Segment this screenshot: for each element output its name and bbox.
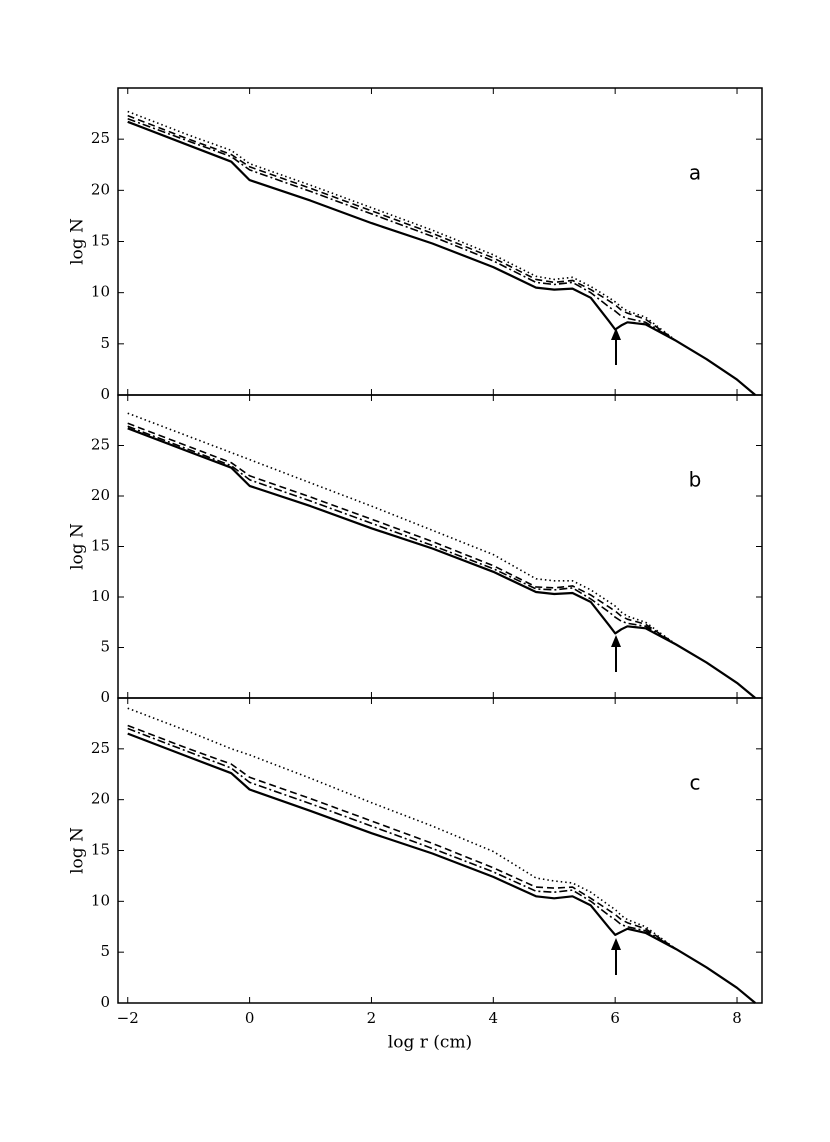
arrow-head [611, 635, 621, 647]
panel-label: c [690, 771, 701, 795]
arrow-head [611, 328, 621, 340]
y-axis-label: log N [68, 218, 88, 265]
y-tick-label: 5 [100, 638, 110, 656]
series-line [127, 117, 677, 342]
y-tick-label: 10 [91, 283, 110, 301]
series-line [127, 724, 677, 950]
y-tick-label: 20 [91, 486, 110, 504]
y-tick-label: 20 [91, 180, 110, 198]
panel-label: b [689, 468, 702, 492]
y-tick-label: 25 [91, 436, 110, 454]
y-tick-label: 10 [91, 587, 110, 605]
x-tick-label: 2 [367, 1009, 377, 1027]
y-tick-label: 15 [91, 841, 110, 859]
y-tick-label: 5 [100, 942, 110, 960]
series-line [127, 727, 677, 950]
y-tick-label: 25 [91, 129, 110, 147]
y-axis-label: log N [68, 523, 88, 570]
y-tick-label: 20 [91, 790, 110, 808]
y-tick-label: 0 [100, 993, 110, 1011]
x-tick-label: −2 [117, 1009, 139, 1027]
y-tick-label: 25 [91, 739, 110, 757]
series-line [127, 120, 757, 396]
y-tick-label: 5 [100, 334, 110, 352]
x-axis-label: log r (cm) [388, 1033, 472, 1053]
series-line [127, 412, 677, 646]
plot-frame [117, 394, 763, 699]
series-line [127, 707, 677, 950]
series-line [127, 110, 677, 342]
y-tick-label: 15 [91, 232, 110, 250]
y-axis-label: log N [68, 827, 88, 874]
panel-label: a [689, 161, 701, 185]
y-tick-label: 10 [91, 891, 110, 909]
y-tick-label: 15 [91, 537, 110, 555]
y-tick-label: 0 [100, 688, 110, 706]
x-tick-label: 8 [732, 1009, 742, 1027]
x-tick-label: 4 [489, 1009, 499, 1027]
x-tick-label: 6 [610, 1009, 620, 1027]
plot-frame [117, 697, 763, 1004]
arrow-head [611, 938, 621, 950]
plot-frame [117, 87, 763, 396]
series-line [127, 732, 757, 1004]
x-tick-label: 0 [245, 1009, 255, 1027]
series-line [127, 427, 757, 699]
y-tick-label: 0 [100, 385, 110, 403]
series-line [127, 425, 677, 646]
